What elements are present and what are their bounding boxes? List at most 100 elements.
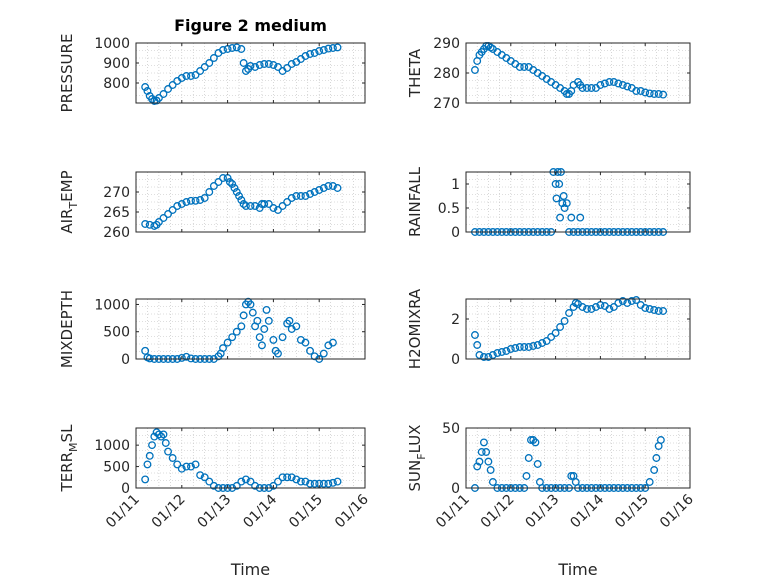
data-point (182, 462, 191, 471)
data-point (301, 52, 310, 60)
data-point (251, 202, 260, 210)
data-point (475, 351, 484, 359)
data-point (191, 71, 200, 79)
data-point (154, 94, 163, 102)
data-point (301, 477, 310, 486)
data-point (191, 460, 200, 469)
y-tick-label: 270 (103, 185, 130, 201)
data-point (173, 202, 182, 210)
data-point (232, 188, 241, 196)
y-tick-label: 0 (451, 225, 460, 241)
data-point (328, 182, 337, 190)
axes-box (465, 427, 691, 489)
data-point (609, 303, 618, 311)
data-point (587, 305, 596, 313)
y-tick-label: 1 (451, 177, 460, 193)
data-point (567, 472, 576, 480)
data-point (143, 460, 152, 469)
data-point (209, 481, 218, 490)
data-point (319, 46, 328, 54)
data-point (623, 82, 632, 91)
data-point (262, 305, 271, 314)
y-tick-label: 265 (103, 205, 130, 221)
data-point (632, 87, 641, 95)
data-point (228, 44, 237, 52)
data-point (583, 305, 591, 313)
subplot-8: 0 50 01/11 01/12 01/13 01/14 01/15 01/16 SUNFLUX… (406, 421, 697, 579)
data-point (306, 50, 314, 58)
data-point (196, 471, 205, 480)
data-point (235, 192, 243, 200)
data-point (538, 339, 547, 347)
data-point (515, 63, 524, 71)
x-tick-label: 01/11 (433, 492, 473, 532)
data-point (520, 343, 529, 351)
subplot-4: 0 0.5 1 RAINFALL (406, 166, 691, 241)
data-point (560, 204, 569, 212)
data-point (484, 457, 493, 466)
data-point (618, 81, 627, 89)
data-point (246, 202, 255, 210)
data-point (473, 341, 482, 349)
data-point (497, 348, 506, 356)
data-point (529, 436, 538, 444)
data-point (177, 353, 186, 362)
grid (136, 299, 365, 359)
data-point (533, 460, 542, 468)
data-point (600, 79, 609, 88)
grid (466, 428, 690, 488)
data-point (551, 180, 560, 188)
data-point (301, 338, 310, 347)
y-axis-label: THETA (406, 48, 424, 98)
data-point (645, 305, 654, 313)
data-point (278, 333, 287, 342)
y-tick-label: 280 (433, 66, 460, 82)
x-tick-label: 01/12 (149, 492, 189, 532)
data-point (596, 81, 605, 89)
data-point (486, 466, 495, 474)
y-tick-label: 0 (121, 352, 130, 368)
data-point (141, 220, 150, 228)
data-point (328, 478, 337, 487)
data-point (324, 44, 333, 53)
data-point (527, 436, 535, 444)
data-point (614, 299, 623, 307)
grid (136, 428, 365, 488)
data-point (219, 174, 227, 182)
data-point (260, 60, 269, 68)
data-point (157, 432, 166, 441)
data-point (205, 188, 214, 196)
data-point (200, 194, 209, 202)
x-tick-label: 01/15 (612, 492, 652, 532)
data-point (656, 436, 665, 444)
data-point (520, 63, 529, 71)
data-point (578, 84, 587, 92)
data-point (161, 439, 170, 447)
data-point (255, 61, 264, 69)
data-point (493, 349, 502, 357)
data-point (632, 296, 641, 304)
data-point (187, 72, 195, 80)
data-point (225, 178, 234, 186)
data-point (255, 333, 264, 342)
data-point (296, 192, 305, 200)
data-point (246, 477, 255, 486)
data-point (301, 192, 310, 200)
data-point (168, 454, 177, 462)
data-point (260, 200, 269, 208)
data-point (506, 345, 515, 353)
data-point (168, 81, 177, 89)
data-point (547, 333, 556, 341)
axes-box (135, 298, 366, 360)
data-point (287, 473, 296, 482)
data-point (283, 198, 292, 206)
data-point (471, 331, 479, 339)
data-point (264, 200, 273, 208)
data-point (239, 200, 248, 208)
data-point (287, 60, 296, 68)
data-point (264, 60, 273, 68)
y-axis-label: MIXDEPTH (58, 290, 76, 368)
subplot-6: 0 2 H2OMIXRA (406, 288, 691, 369)
data-point (269, 481, 278, 490)
